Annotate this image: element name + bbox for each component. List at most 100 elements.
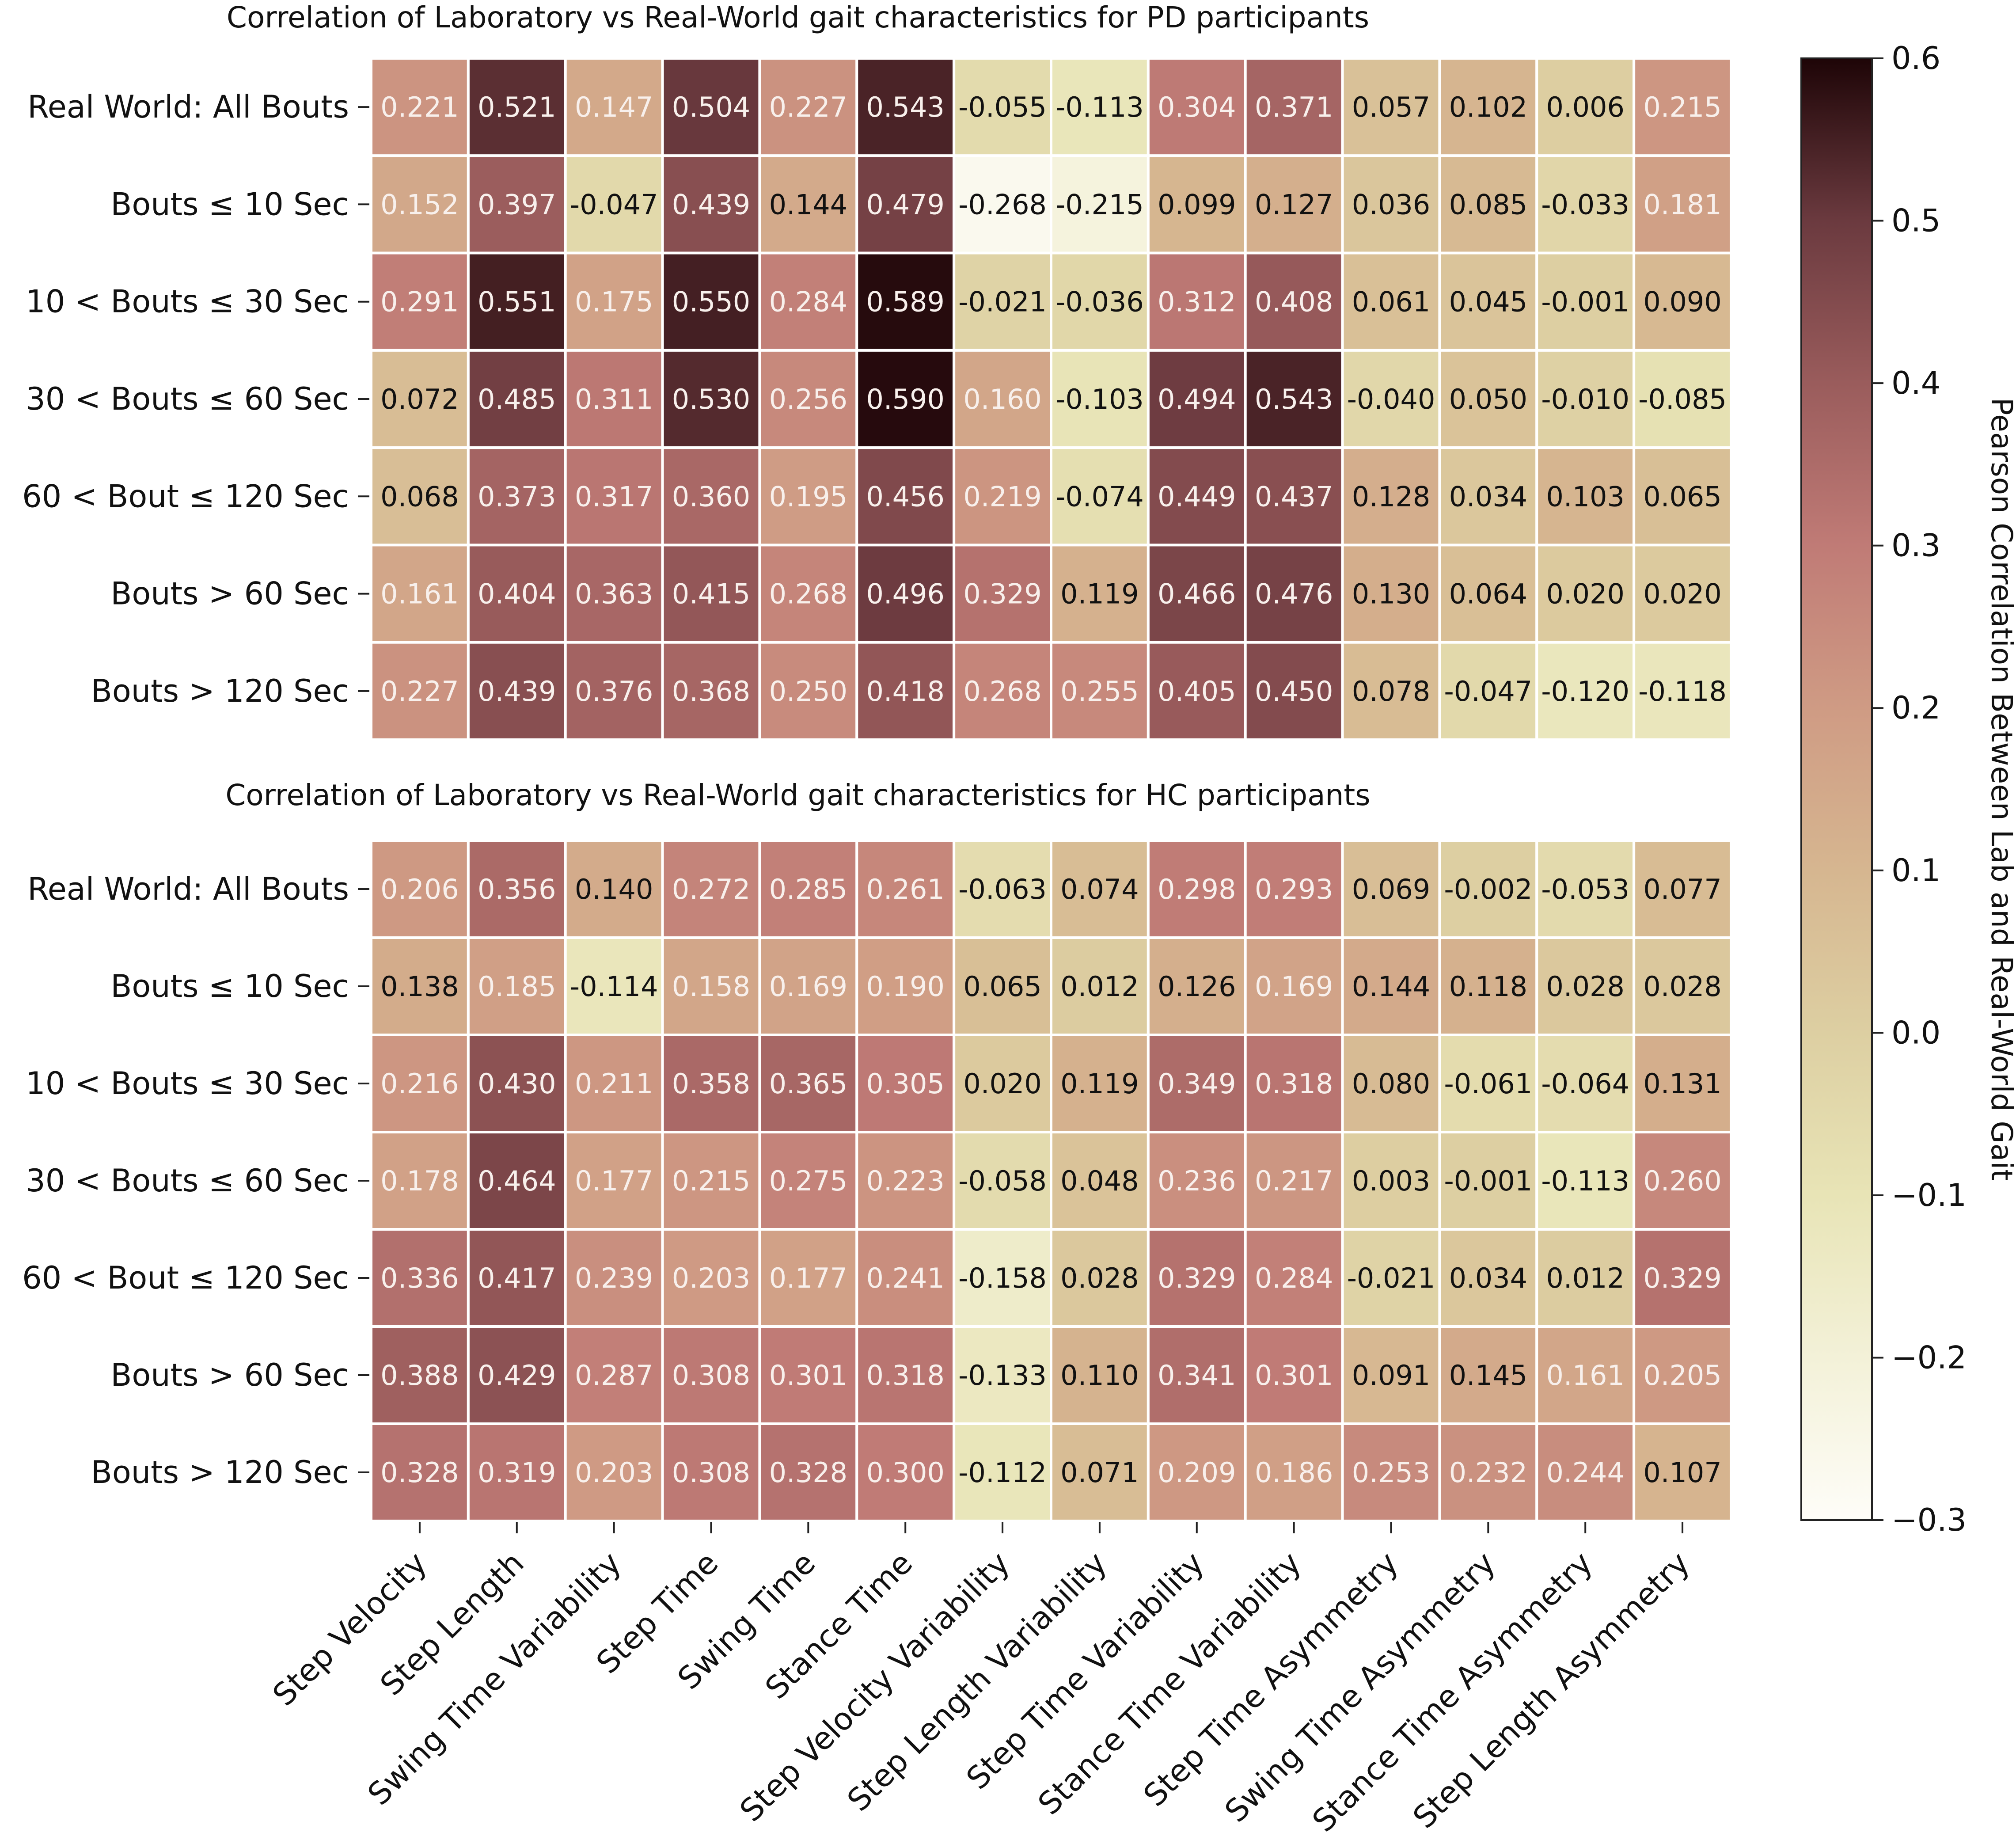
colorbar-tick-label: 0.2 <box>1891 690 1940 726</box>
cell-value-label: 0.317 <box>575 480 653 513</box>
cell-value-label: 0.131 <box>1643 1068 1722 1100</box>
cell-value-label: 0.261 <box>866 873 945 905</box>
cell-value-label: 0.140 <box>575 873 653 905</box>
cell-value-label: 0.329 <box>963 578 1042 610</box>
heatmap-cell <box>953 349 1052 449</box>
heatmap-cell <box>855 1131 956 1231</box>
cell-value-label: -0.040 <box>1347 383 1435 415</box>
heatmap-cell <box>1341 839 1441 939</box>
heatmap-cell <box>1244 57 1344 157</box>
cell-value-label: -0.064 <box>1541 1068 1629 1100</box>
heatmap-cell <box>661 1228 761 1328</box>
heatmap-cell <box>1050 641 1150 741</box>
cell-value-label: 0.365 <box>769 1068 848 1100</box>
cell-value-label: 0.268 <box>963 675 1042 707</box>
cell-value-label: 0.318 <box>1255 1068 1333 1100</box>
cell-value-label: -0.053 <box>1541 873 1629 905</box>
heatmap-cell <box>1438 1422 1538 1522</box>
cell-value-label: 0.301 <box>1255 1359 1333 1391</box>
row-label: 60 < Bout ≤ 120 Sec <box>22 1260 349 1296</box>
heatmap-cell <box>1244 1325 1344 1425</box>
cell-value-label: 0.206 <box>380 873 459 905</box>
heatmap-cell <box>1050 936 1150 1036</box>
heatmap-cell <box>953 936 1052 1036</box>
cell-value-label: 0.119 <box>1060 1068 1139 1100</box>
cell-value-label: 0.065 <box>963 970 1042 1003</box>
row-label: 30 < Bouts ≤ 60 Sec <box>26 381 349 417</box>
heatmap-cell <box>1341 641 1441 741</box>
cell-value-label: 0.268 <box>769 578 848 610</box>
heatmap-cell <box>1244 1228 1344 1328</box>
cell-value-label: 0.405 <box>1158 675 1236 707</box>
cell-value-label: -0.021 <box>958 286 1047 318</box>
colorbar-tick-label: 0.4 <box>1891 365 1940 401</box>
row-label: Real World: All Bouts <box>27 89 349 125</box>
heatmap-cell <box>370 446 470 547</box>
cell-value-label: -0.001 <box>1541 286 1629 318</box>
cell-value-label: 0.195 <box>769 480 848 513</box>
cell-value-label: 0.061 <box>1352 286 1431 318</box>
cell-value-label: 0.464 <box>478 1165 556 1197</box>
heatmap-cell <box>564 1228 664 1328</box>
cell-value-label: 0.341 <box>1158 1359 1236 1391</box>
colorbar-ticks: 0.6 0.5 0.4 0.3 0.2 0.1 0.0 −0.1 −0.2 −0.3 <box>1872 40 1967 1538</box>
heatmap-cell <box>467 839 567 939</box>
cell-value-label: -0.002 <box>1444 873 1532 905</box>
cell-value-label: 0.178 <box>380 1165 459 1197</box>
cell-value-label: 0.456 <box>866 480 945 513</box>
hc-heatmap-cells: 0.206 0.356 0.140 0.272 0.285 0.261 -0.063 0.07… <box>370 839 1732 1522</box>
cell-value-label: 0.209 <box>1158 1456 1236 1489</box>
heatmap-cell <box>467 1422 567 1522</box>
cell-value-label: -0.120 <box>1541 675 1629 707</box>
heatmap-cell <box>1535 1131 1636 1231</box>
heatmap-cell <box>1147 1422 1247 1522</box>
cell-value-label: 0.551 <box>478 286 556 318</box>
cell-value-label: 0.291 <box>380 286 459 318</box>
cell-value-label: 0.152 <box>380 188 459 220</box>
colorbar-tick-label: −0.2 <box>1891 1339 1967 1376</box>
heatmap-cell <box>1633 1131 1732 1231</box>
heatmap-cell <box>1147 1228 1247 1328</box>
heatmap-cell <box>758 1034 858 1133</box>
cell-value-label: 0.227 <box>380 675 459 707</box>
heatmap-cell <box>1050 1228 1150 1328</box>
cell-value-label: 0.590 <box>866 383 945 415</box>
colorbar-tick-label: 0.0 <box>1891 1015 1940 1051</box>
heatmap-cell <box>1535 1034 1636 1133</box>
cell-value-label: -0.001 <box>1444 1165 1532 1197</box>
cell-value-label: 0.071 <box>1060 1456 1139 1489</box>
cell-value-label: 0.376 <box>575 675 653 707</box>
heatmap-cell <box>953 154 1052 255</box>
cell-value-label: 0.158 <box>672 970 751 1003</box>
cell-value-label: 0.223 <box>866 1165 945 1197</box>
cell-value-label: 0.301 <box>769 1359 848 1391</box>
cell-value-label: 0.128 <box>1352 480 1431 513</box>
heatmap-cell <box>1438 1034 1538 1133</box>
cell-value-label: 0.217 <box>1255 1165 1333 1197</box>
cell-value-label: 0.328 <box>769 1456 848 1489</box>
cell-value-label: 0.057 <box>1352 91 1431 123</box>
cell-value-label: 0.358 <box>672 1068 751 1100</box>
heatmap-cell <box>370 1422 470 1522</box>
heatmap-cell <box>564 446 664 547</box>
cell-value-label: -0.114 <box>570 970 658 1003</box>
cell-value-label: 0.127 <box>1255 188 1333 220</box>
heatmap-cell <box>1535 154 1636 255</box>
cell-value-label: 0.190 <box>866 970 945 1003</box>
heatmap-cell <box>1633 839 1732 939</box>
cell-value-label: 0.119 <box>1060 578 1139 610</box>
cell-value-label: 0.103 <box>1546 480 1625 513</box>
cell-value-label: 0.099 <box>1158 188 1236 220</box>
row-label: Bouts > 60 Sec <box>110 576 349 612</box>
colorbar-tick-label: 0.3 <box>1891 528 1940 564</box>
hc-heatmap-title: Correlation of Laboratory vs Real-World … <box>225 778 1370 812</box>
cell-value-label: 0.126 <box>1158 970 1236 1003</box>
heatmap-cell <box>758 544 858 644</box>
cell-value-label: 0.068 <box>380 480 459 513</box>
cell-value-label: 0.450 <box>1255 675 1333 707</box>
cell-value-label: 0.050 <box>1449 383 1528 415</box>
cell-value-label: 0.216 <box>380 1068 459 1100</box>
cell-value-label: 0.091 <box>1352 1359 1431 1391</box>
